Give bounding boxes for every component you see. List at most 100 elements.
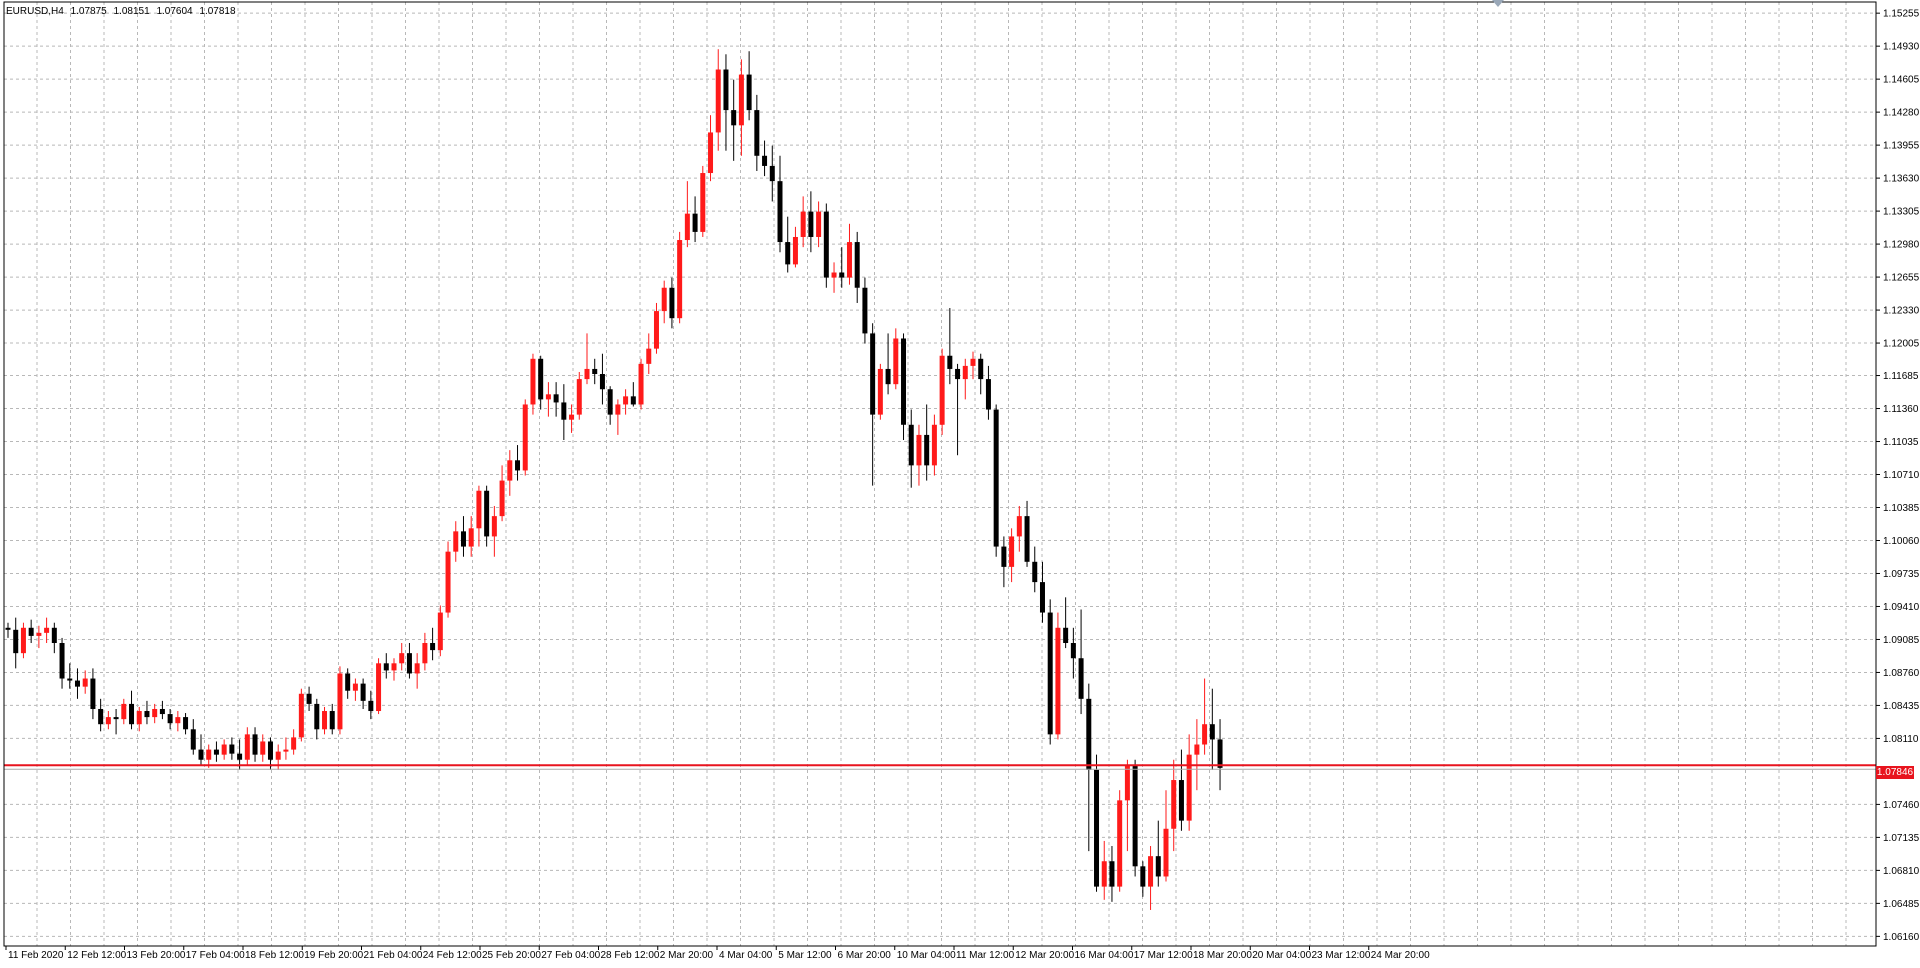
- candle: [90, 668, 96, 720]
- candle: [1047, 599, 1053, 745]
- candle-body: [1039, 582, 1045, 613]
- candle-body: [121, 703, 127, 720]
- candle: [1086, 683, 1092, 852]
- candle: [715, 49, 721, 151]
- candle: [484, 485, 490, 547]
- price-axis-label: 1.06485: [1883, 899, 1920, 910]
- price-axis-label: 1.07460: [1883, 800, 1920, 811]
- candle: [136, 706, 142, 732]
- chart-shift-marker-icon[interactable]: [1492, 0, 1504, 7]
- price-axis-label: 1.13305: [1883, 207, 1920, 218]
- time-axis-label: 19 Feb 20:00: [304, 950, 363, 961]
- candle-body: [877, 368, 883, 415]
- candle-body: [1063, 627, 1069, 644]
- candle-body: [1024, 516, 1030, 562]
- candle-body: [530, 358, 536, 405]
- candle: [839, 247, 845, 288]
- candle-body: [839, 272, 845, 278]
- candle-body: [1217, 739, 1223, 768]
- candle-body: [283, 749, 289, 752]
- candle-body: [206, 749, 212, 760]
- candle: [808, 191, 814, 253]
- candle: [978, 353, 984, 395]
- candle: [638, 358, 644, 410]
- candle-body: [113, 717, 119, 720]
- candle: [545, 382, 551, 417]
- high-value: 1.08151: [113, 6, 150, 17]
- candle: [993, 404, 999, 557]
- price-axis-label: 1.12655: [1883, 273, 1920, 284]
- candle-body: [28, 627, 34, 636]
- candle-body: [646, 348, 652, 364]
- candle: [1032, 546, 1038, 593]
- candle-body: [507, 460, 513, 481]
- candle: [893, 328, 899, 390]
- price-axis-label: 1.12980: [1883, 240, 1920, 251]
- candle-body: [175, 717, 181, 724]
- candle: [221, 739, 227, 760]
- candle: [962, 358, 968, 400]
- candle-body: [746, 74, 752, 111]
- candle-body: [1117, 800, 1123, 887]
- candle: [846, 223, 852, 285]
- candle-body: [51, 627, 57, 644]
- candle: [445, 541, 451, 618]
- candle: [785, 216, 791, 273]
- candle: [345, 668, 351, 699]
- candle-body: [183, 717, 189, 730]
- symbol-label: EURUSD,H4: [6, 6, 64, 17]
- candle-body: [816, 211, 822, 237]
- candle-body: [762, 155, 768, 166]
- candle: [1178, 749, 1184, 831]
- candle-body: [1016, 516, 1022, 537]
- candle-body: [275, 751, 281, 760]
- candle: [306, 686, 312, 712]
- candle: [260, 734, 266, 762]
- candle: [1117, 790, 1123, 892]
- candle: [692, 196, 698, 243]
- candle: [105, 711, 111, 730]
- candle: [414, 653, 420, 689]
- time-axis-label: 28 Feb 12:00: [601, 950, 660, 961]
- time-axis-label: 16 Mar 04:00: [1075, 950, 1134, 961]
- price-axis-label: 1.12005: [1883, 339, 1920, 350]
- candle: [924, 404, 930, 481]
- candle: [129, 690, 135, 730]
- time-axis-label: 27 Feb 04:00: [541, 950, 600, 961]
- candle-body: [677, 240, 683, 319]
- candle-body: [144, 711, 150, 718]
- candle: [584, 333, 590, 385]
- candle-body: [437, 612, 443, 651]
- candle-body: [1009, 536, 1015, 567]
- candle: [36, 625, 42, 649]
- candle: [754, 94, 760, 172]
- candle-body: [213, 749, 219, 755]
- candle: [762, 140, 768, 177]
- candle-body: [368, 700, 374, 712]
- candle: [1024, 500, 1030, 567]
- candle: [159, 700, 165, 720]
- candle-body: [406, 653, 412, 674]
- candle: [669, 277, 675, 329]
- candle-body: [1055, 627, 1061, 735]
- candle: [406, 643, 412, 679]
- candle-body: [337, 673, 343, 730]
- candle-body: [1132, 764, 1138, 867]
- candle: [653, 302, 659, 354]
- candle: [746, 51, 752, 121]
- candle-body: [329, 711, 335, 730]
- candle-body: [453, 531, 459, 552]
- time-axis-label: 23 Mar 12:00: [1312, 950, 1371, 961]
- candle-body: [44, 627, 50, 633]
- candle-body: [167, 714, 173, 724]
- candle: [885, 333, 891, 395]
- candle: [152, 703, 158, 724]
- candle: [113, 708, 119, 735]
- candle-body: [1194, 744, 1200, 755]
- candle-body: [314, 703, 320, 730]
- price-axis-label: 1.06160: [1883, 932, 1920, 943]
- open-value: 1.07875: [70, 6, 107, 17]
- candle-body: [777, 181, 783, 243]
